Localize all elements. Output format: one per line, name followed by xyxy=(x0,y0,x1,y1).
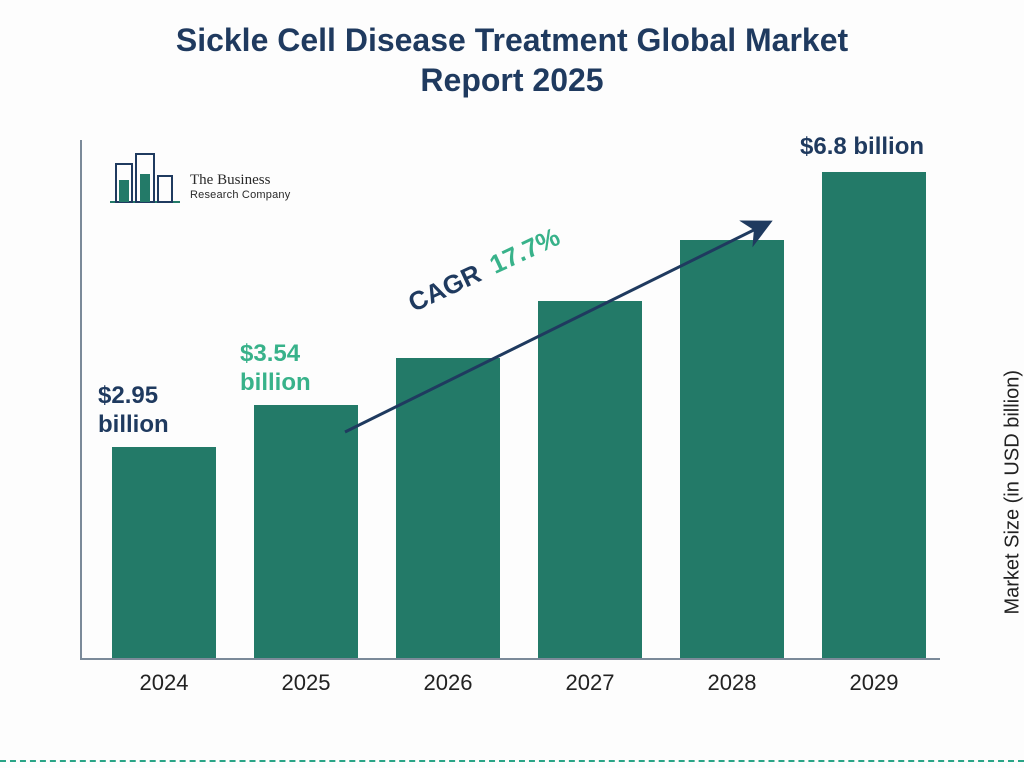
value-label-2024: $2.95 billion xyxy=(98,382,169,440)
bar-2029 xyxy=(822,172,926,658)
xlabel-2026: 2026 xyxy=(396,670,500,696)
title-line1: Sickle Cell Disease Treatment Global Mar… xyxy=(176,22,848,58)
footer-dashed-line xyxy=(0,760,1024,762)
xlabel-2025: 2025 xyxy=(254,670,358,696)
value-2025-unit: billion xyxy=(240,369,311,396)
value-2025-amount: $3.54 xyxy=(240,340,300,367)
xlabel-2028: 2028 xyxy=(680,670,784,696)
title-line2: Report 2025 xyxy=(420,62,603,98)
chart-area: 2024 2025 2026 2027 2028 2029 $2.95 billion $… xyxy=(80,140,940,700)
xlabel-2029: 2029 xyxy=(822,670,926,696)
bar-2025 xyxy=(254,405,358,658)
chart-title: Sickle Cell Disease Treatment Global Mar… xyxy=(0,20,1024,100)
bar-2024 xyxy=(112,447,216,658)
y-axis-label: Market Size (in USD billion) xyxy=(1002,370,1024,615)
value-label-2025: $3.54 billion xyxy=(240,340,311,398)
x-axis xyxy=(80,658,940,660)
value-label-2029: $6.8 billion xyxy=(800,133,924,162)
value-2024-amount: $2.95 xyxy=(98,382,158,409)
value-2024-unit: billion xyxy=(98,411,169,438)
chart-canvas: Sickle Cell Disease Treatment Global Mar… xyxy=(0,0,1024,768)
xlabel-2027: 2027 xyxy=(538,670,642,696)
value-2029-text: $6.8 billion xyxy=(800,133,924,160)
xlabel-2024: 2024 xyxy=(112,670,216,696)
x-labels: 2024 2025 2026 2027 2028 2029 xyxy=(80,664,940,700)
